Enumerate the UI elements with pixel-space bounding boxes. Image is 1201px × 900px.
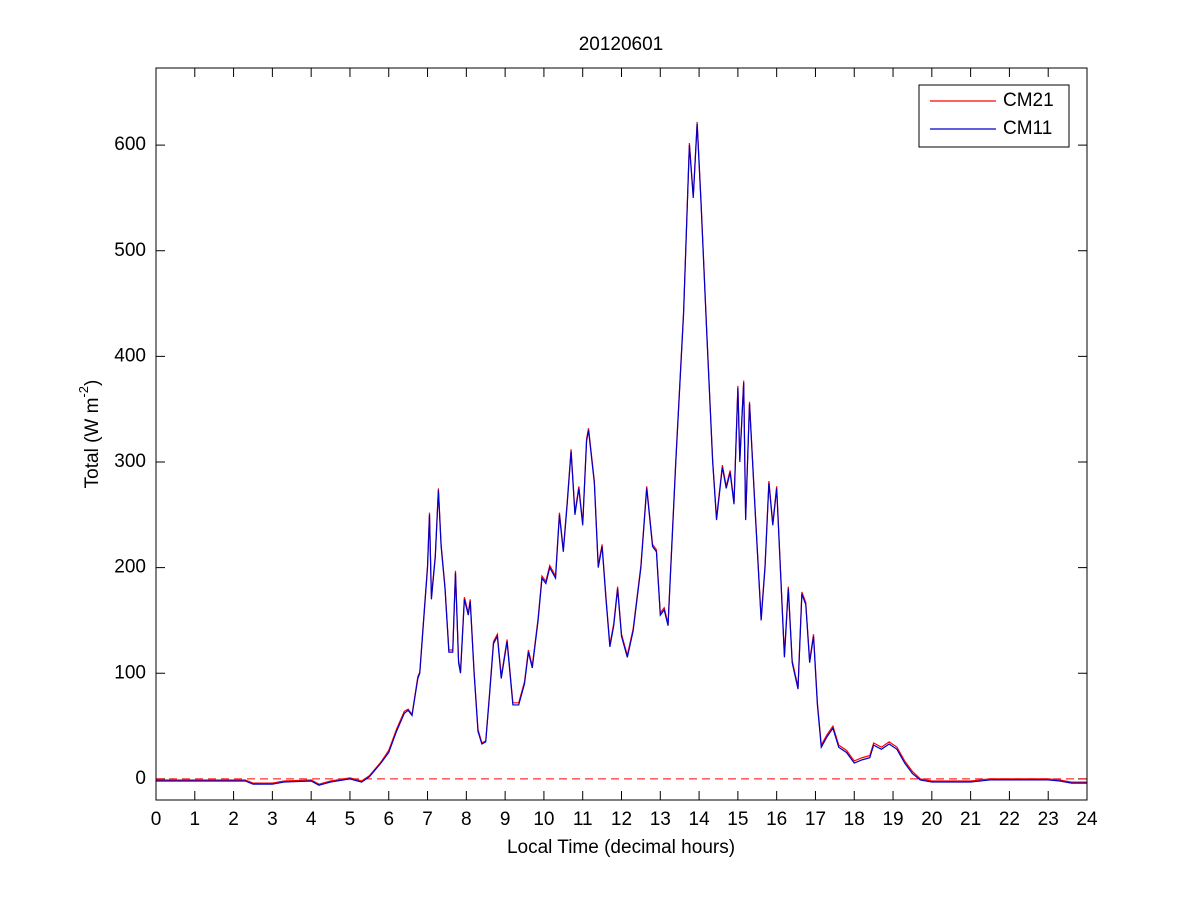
axes-box [155,67,1088,801]
x-tick-label: 18 [844,809,865,830]
x-tick-label: 12 [611,809,632,830]
x-tick-label: 11 [573,809,593,830]
plot-area [156,68,1087,800]
series-line [156,123,1087,786]
y-tick-label: 100 [114,662,146,683]
x-tick-label: 4 [306,809,317,830]
x-tick-label: 17 [805,809,826,830]
x-tick-label: 24 [1076,809,1098,830]
y-tick-label: 200 [114,557,146,578]
x-tick-label: 16 [766,809,787,830]
y-tick-label: 500 [114,240,146,261]
x-tick-label: 9 [500,809,511,830]
y-tick-label: 300 [114,451,146,472]
x-tick-label: 5 [345,809,356,830]
y-label-text: Total (W m [82,398,103,489]
x-tick-label: 20 [921,809,942,830]
legend-label: CM21 [1003,90,1054,111]
y-tick-label: 0 [135,768,146,789]
x-tick-label: 19 [882,809,903,830]
legend-label: CM11 [1003,118,1052,139]
x-tick-label: 6 [383,809,394,830]
x-tick-label: 15 [727,809,748,830]
x-tick-label: 1 [190,809,201,830]
x-tick-label: 7 [422,809,433,830]
chart-title: 20120601 [579,34,664,55]
x-tick-label: 10 [533,809,554,830]
x-tick-label: 13 [650,809,671,830]
x-tick-label: 23 [1038,809,1059,830]
x-tick-label: 3 [267,809,278,830]
x-tick-label: 8 [461,809,472,830]
x-tick-label: 21 [960,809,981,830]
x-tick-label: 14 [689,809,711,830]
x-axis-label: Local Time (decimal hours) [507,837,735,858]
y-tick-label: 600 [114,134,146,155]
x-tick-label: 2 [228,809,239,830]
y-axis-label: Total (W m-2) [76,380,103,489]
y-label-end: ) [82,380,103,386]
y-label-sup: -2 [76,386,91,398]
legend-box [918,84,1070,148]
x-tick-label: 22 [999,809,1020,830]
x-tick-label: 0 [151,809,162,830]
y-tick-label: 400 [114,345,146,366]
